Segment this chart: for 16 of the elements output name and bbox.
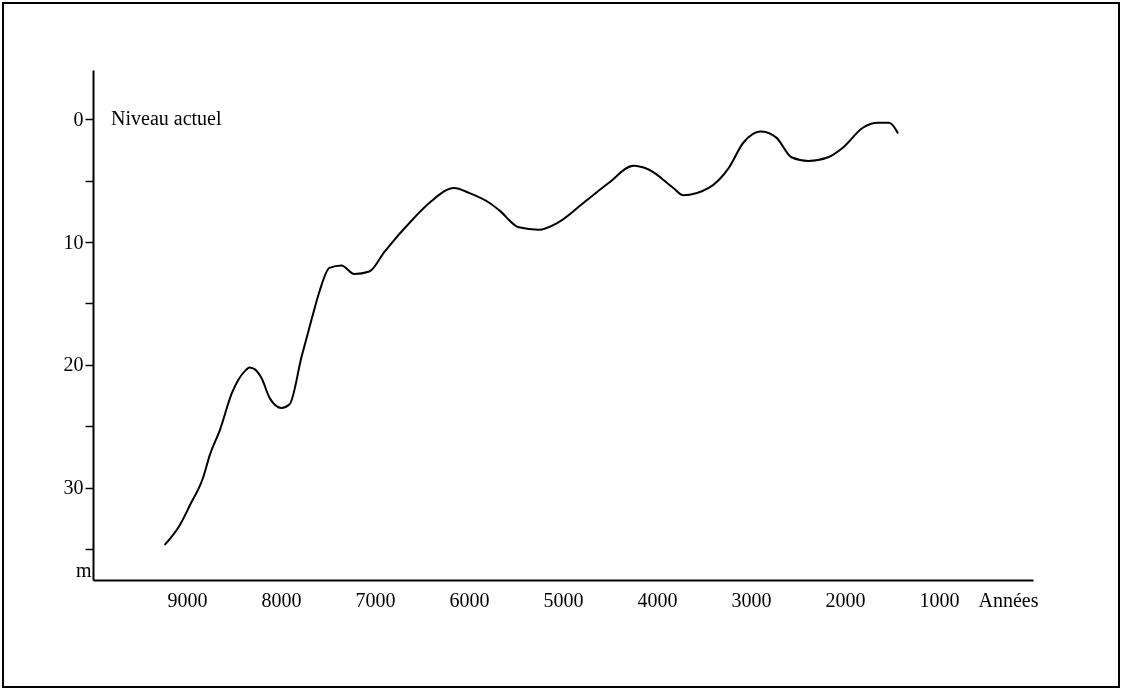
x-tick-label: 1000 [919,588,960,611]
x-tick-label: 4000 [637,588,678,611]
annotation: Niveau actuel [111,107,222,129]
y-tick-label: 20 [63,353,84,376]
y-tick-label: 10 [63,230,84,253]
x-tick-label: 8000 [261,588,302,611]
x-tick-label: 2000 [825,588,866,611]
x-tick-label: 7000 [355,588,396,611]
x-tick-label: 5000 [543,588,584,611]
y-axis-title: m [75,558,92,581]
x-tick-label: 3000 [731,588,772,611]
x-axis-title: Années [978,588,1039,611]
x-tick-label: 6000 [449,588,490,611]
y-tick-label: 30 [63,476,84,499]
x-tick-label: 9000 [167,588,208,611]
y-tick-label: 0 [73,107,84,130]
